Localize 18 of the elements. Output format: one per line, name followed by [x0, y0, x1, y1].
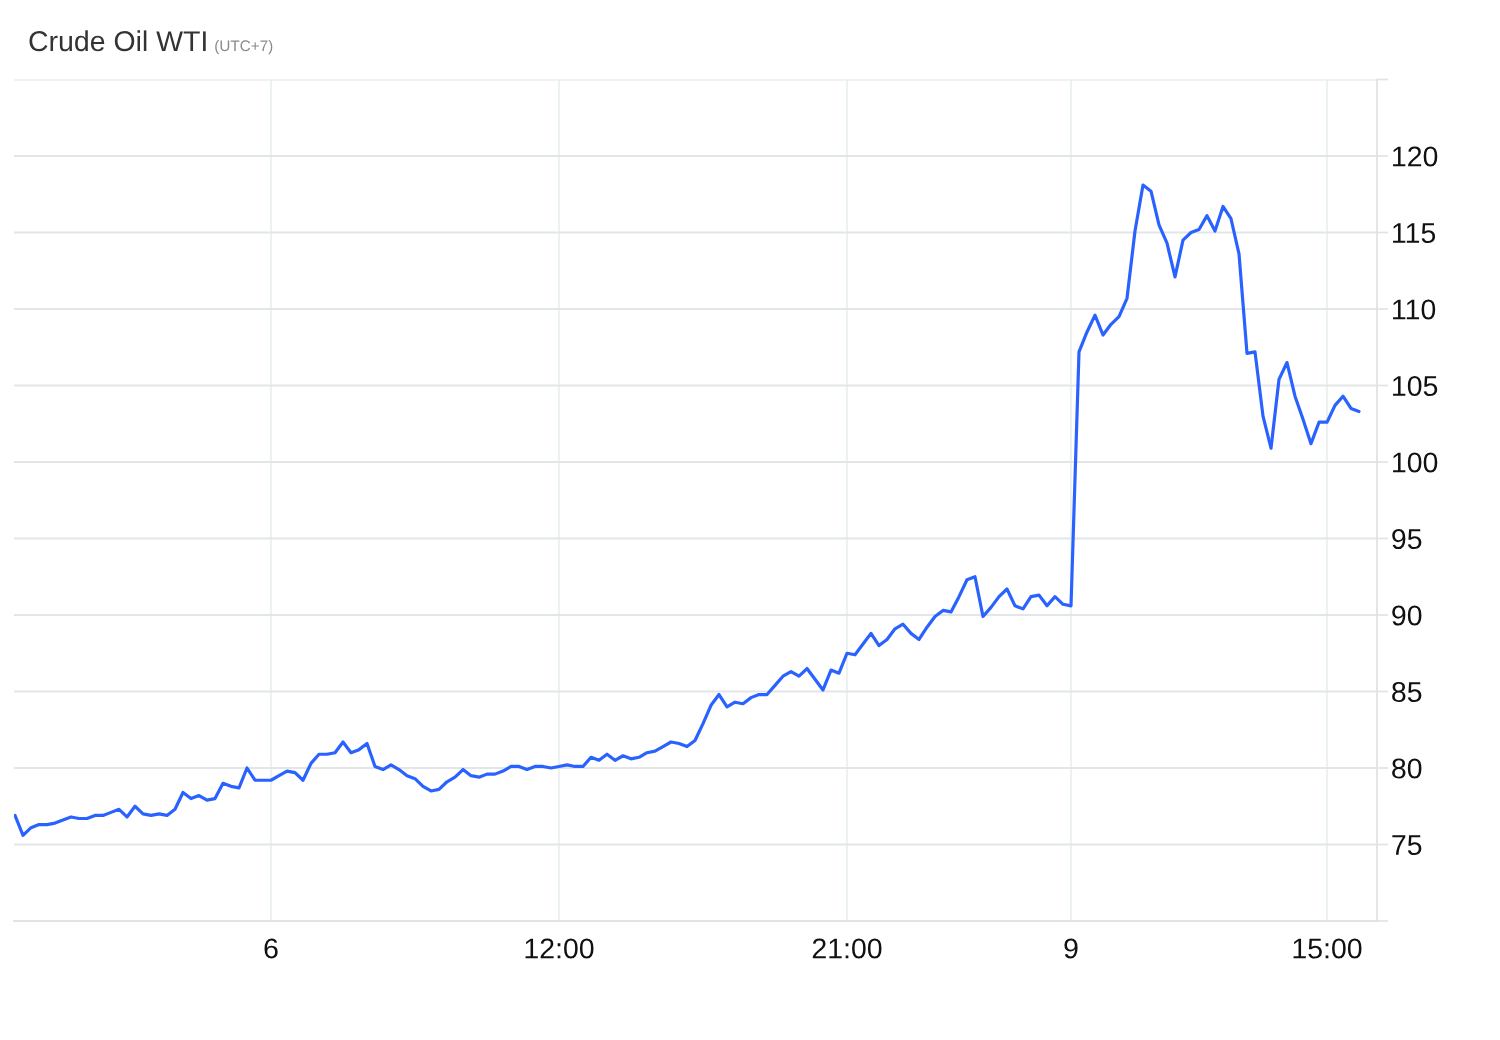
y-tick-label: 85 — [1392, 681, 1422, 703]
x-tick-label: 15:00 — [1293, 938, 1362, 959]
x-tick-label: 9 — [1064, 938, 1078, 959]
y-tick-label: 75 — [1392, 835, 1422, 856]
y-tick-label: 95 — [1392, 528, 1422, 550]
y-tick-label: 90 — [1392, 605, 1422, 626]
x-tick-label: 12:00 — [525, 938, 594, 959]
chart-title: Crude Oil WTI — [29, 30, 206, 52]
y-tick-label: 110 — [1393, 299, 1436, 320]
y-tick-label: 105 — [1393, 375, 1438, 397]
y-tick-label: 100 — [1393, 452, 1438, 473]
y-tick-label: 120 — [1393, 146, 1438, 167]
x-tick-label: 6 — [264, 938, 278, 959]
y-tick-label: 80 — [1392, 758, 1422, 779]
x-tick-label: 21:00 — [812, 938, 882, 959]
line-series — [14, 183, 1361, 837]
chart-subtitle: (UTC+7) — [215, 39, 273, 55]
y-tick-label: 115 — [1393, 223, 1436, 244]
